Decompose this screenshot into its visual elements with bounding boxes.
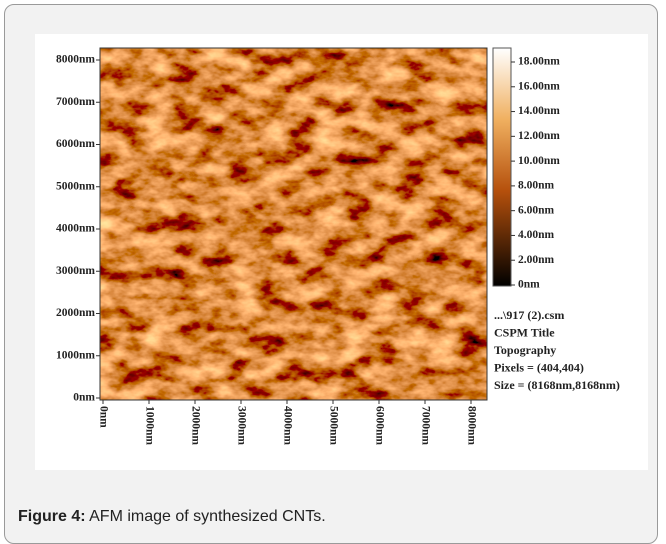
x-tick-label: 3000nm: [235, 406, 247, 445]
x-tick-label: 0nm: [97, 406, 109, 428]
colorbar-label: 10.00nm: [518, 155, 560, 167]
x-tick-label: 6000nm: [373, 406, 385, 445]
info-line: ...\917 (2).csm: [494, 308, 564, 322]
y-tick-label: 2000nm: [56, 307, 95, 319]
x-tick-label: 7000nm: [419, 406, 431, 445]
colorbar-label: 18.00nm: [518, 56, 560, 68]
x-tick-label: 2000nm: [189, 406, 201, 445]
afm-texture: [100, 48, 487, 400]
y-tick-label: 1000nm: [56, 349, 95, 361]
y-tick-label: 0nm: [73, 392, 95, 404]
y-tick-label: 4000nm: [56, 223, 95, 235]
x-tick-label: 1000nm: [143, 406, 155, 445]
colorbar-label: 8.00nm: [518, 180, 555, 192]
caption-text: AFM image of synthesized CNTs.: [89, 508, 326, 525]
y-tick-label: 6000nm: [56, 138, 95, 150]
page: {"figure": { "y_labels": ["8000nm", "700…: [0, 0, 666, 536]
colorbar-label: 14.00nm: [518, 105, 560, 117]
y-tick-label: 5000nm: [56, 180, 95, 192]
colorbar-label: 4.00nm: [518, 229, 555, 241]
caption: Figure 4: AFM image of synthesized CNTs.: [18, 508, 326, 526]
colorbar: [493, 48, 511, 286]
colorbar-label: 0nm: [518, 279, 540, 291]
y-tick-label: 7000nm: [56, 96, 95, 108]
info-line: Pixels = (404,404): [494, 361, 584, 375]
figure: 8000nm 7000nm 6000nm 5000nm 4000nm 3000nm 2000…: [0, 0, 666, 536]
x-tick-label: 5000nm: [327, 406, 339, 445]
info-line: Topography: [494, 343, 556, 357]
colorbar-label: 12.00nm: [518, 130, 560, 142]
info-line: Size = (8168nm,8168nm): [494, 378, 620, 392]
colorbar-label: 6.00nm: [518, 204, 555, 216]
caption-label: Figure 4:: [18, 508, 86, 525]
y-tick-label: 8000nm: [56, 54, 95, 66]
colorbar-label: 2.00nm: [518, 254, 555, 266]
colorbar-label: 16.00nm: [518, 80, 560, 92]
info-line: CSPM Title: [494, 326, 555, 340]
y-tick-label: 3000nm: [56, 265, 95, 277]
x-tick-label: 8000nm: [465, 406, 477, 445]
x-tick-label: 4000nm: [281, 406, 293, 445]
